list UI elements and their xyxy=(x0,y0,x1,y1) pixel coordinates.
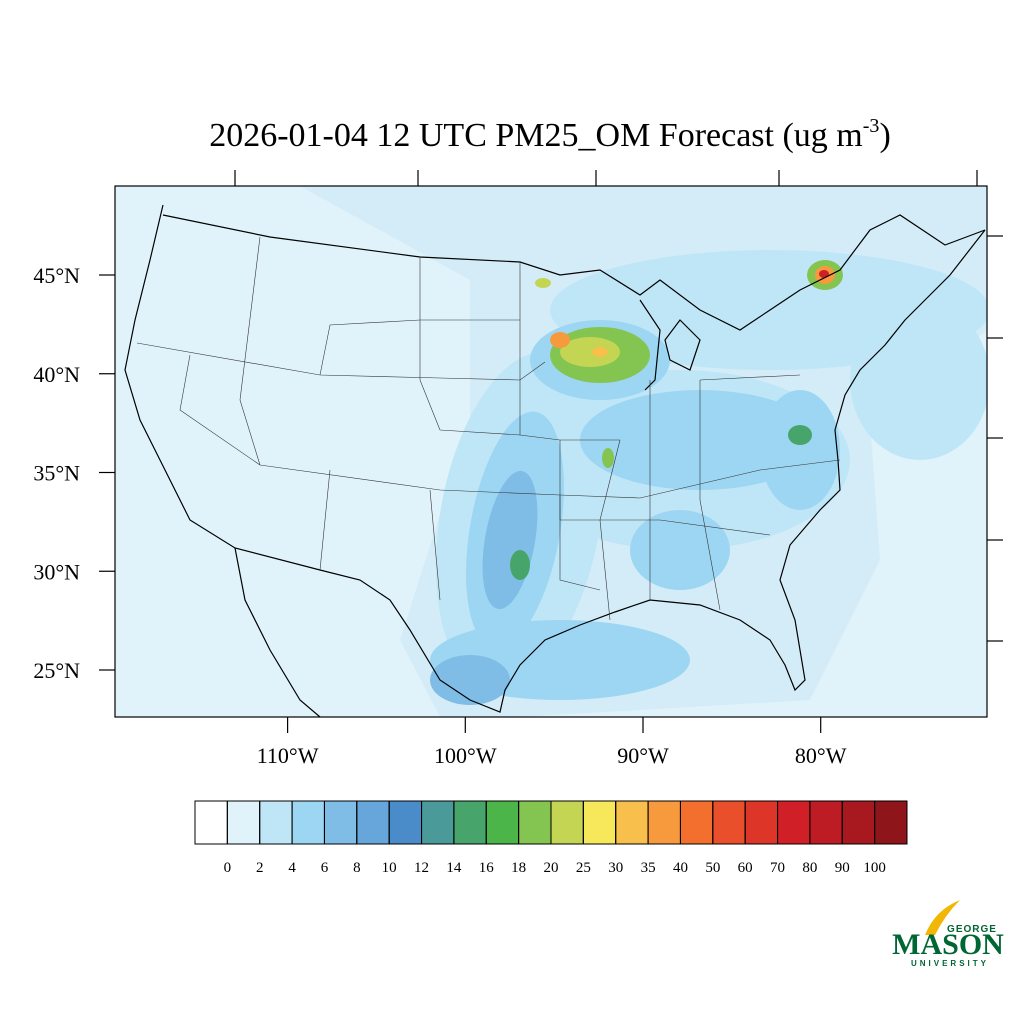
colorbar-label: 50 xyxy=(705,860,720,876)
lon-label: 110°W xyxy=(257,743,319,768)
colorbar-label: 25 xyxy=(576,860,591,876)
colorbar-label: 30 xyxy=(608,860,623,876)
state-lines xyxy=(136,236,841,621)
colorbar-label: 60 xyxy=(738,860,753,876)
colorbar-label: 35 xyxy=(641,860,656,876)
lat-label: 40°N xyxy=(33,362,80,387)
lon-label: 100°W xyxy=(434,743,497,768)
colorbar-box xyxy=(874,800,908,845)
lon-label: 90°W xyxy=(617,743,669,768)
colorbar-box xyxy=(291,800,325,845)
colorbar-label: 12 xyxy=(414,860,429,876)
colorbar-box xyxy=(744,800,779,845)
colorbar-label: 80 xyxy=(802,860,817,876)
colorbar-label: 4 xyxy=(288,860,296,876)
colorbar-label: 70 xyxy=(770,860,785,876)
colorbar-label: 40 xyxy=(673,860,688,876)
logo-top: GEORGE xyxy=(947,924,997,935)
map-frame xyxy=(114,185,988,718)
lat-label: 45°N xyxy=(33,263,80,288)
logo-main: MASON xyxy=(892,928,1004,961)
colorbar-box xyxy=(809,800,843,845)
colorbar-box xyxy=(777,800,811,845)
colorbar-box xyxy=(550,800,584,845)
logo-swoosh xyxy=(925,900,960,935)
lat-label: 25°N xyxy=(33,658,80,683)
colorbar-label: 90 xyxy=(835,860,850,876)
colorbar-label: 16 xyxy=(479,860,495,876)
frame-ticks xyxy=(234,170,1003,642)
colorbar-box xyxy=(388,800,423,845)
colorbar-box xyxy=(647,800,681,845)
colorbar-box xyxy=(323,800,358,845)
title-main: 2026-01-04 12 UTC PM25_OM Forecast (ug m xyxy=(209,117,863,154)
colorbar-label: 2 xyxy=(256,860,264,876)
colorbar-box xyxy=(615,800,649,845)
colorbar-label: 10 xyxy=(382,860,397,876)
colorbar-label: 18 xyxy=(511,860,526,876)
colorbar-label: 14 xyxy=(446,860,462,876)
lat-label: 30°N xyxy=(33,559,80,584)
colorbar-box xyxy=(356,800,390,845)
colorbar-box xyxy=(712,800,746,845)
colorbar-box xyxy=(485,800,520,845)
colorbar-label: 6 xyxy=(321,860,329,876)
colorbar-box xyxy=(226,800,261,845)
colorbar-label: 20 xyxy=(544,860,559,876)
colorbar-box xyxy=(453,800,487,845)
colorbar-box xyxy=(679,800,714,845)
colorbar-box xyxy=(582,800,617,845)
map xyxy=(114,170,1003,718)
title: 2026-01-04 12 UTC PM25_OM Forecast (ug m… xyxy=(209,115,891,154)
colorbar-label: 0 xyxy=(224,860,232,876)
colorbar-box xyxy=(518,800,552,845)
axes: 45°N 40°N 35°N 30°N 25°N 110°W 100°W 90°W 80°W xyxy=(33,263,846,768)
logo-bottom: UNIVERSITY xyxy=(911,959,989,968)
colorbar-box xyxy=(259,800,293,845)
title-end: ) xyxy=(879,117,890,154)
colorbar-box xyxy=(194,800,228,845)
colorbar: 0 2 4 6 8 10 12 14 16 18 20 25 30 35 40 50 60 70 80 90 100 xyxy=(194,800,908,876)
lat-label: 35°N xyxy=(33,461,80,486)
logo: GEORGE MASON UNIVERSITY xyxy=(892,900,1004,968)
colorbar-label: 8 xyxy=(353,860,361,876)
lon-label: 80°W xyxy=(795,743,847,768)
title-sup: -3 xyxy=(863,115,880,137)
colorbar-box xyxy=(841,800,876,845)
colorbar-label: 100 xyxy=(863,860,886,876)
colorbar-box xyxy=(421,800,455,845)
